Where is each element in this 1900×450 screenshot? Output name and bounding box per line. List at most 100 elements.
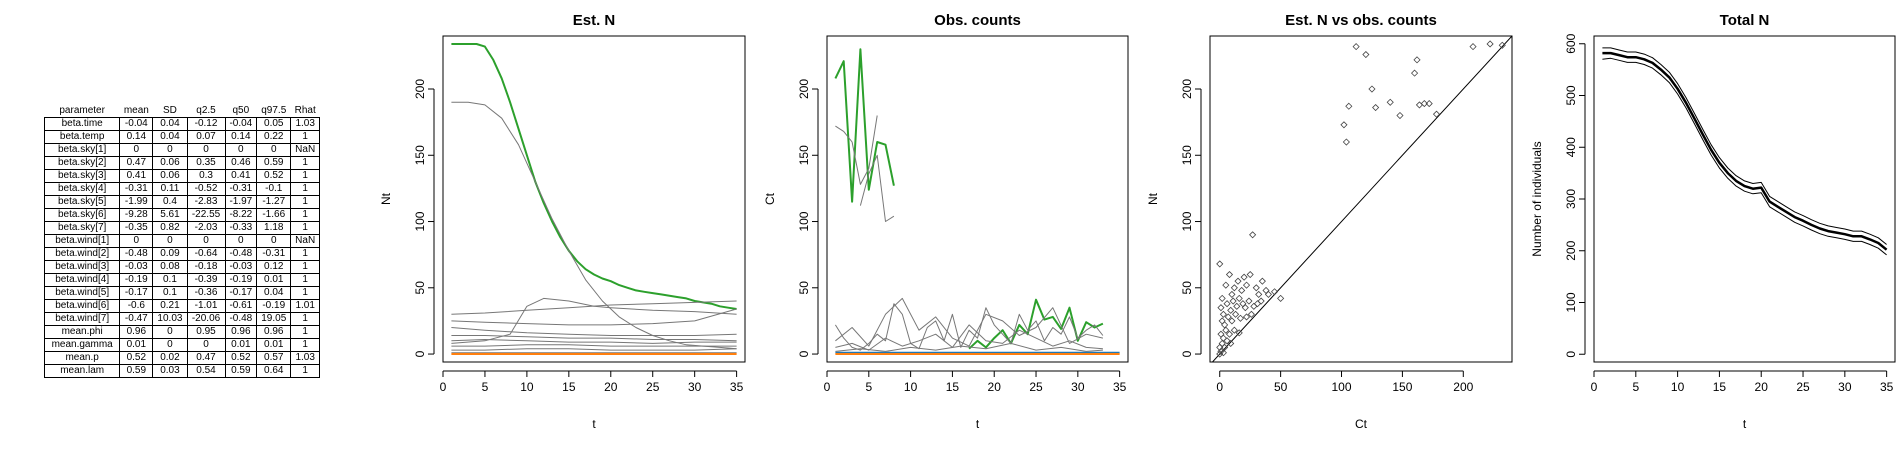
scatter-point (1262, 286, 1270, 295)
scatter-point (1277, 294, 1285, 302)
parameter-table-panel: parameter mean SD q2.5 q50 q97.5 Rhat beta.tim… (43, 104, 320, 378)
x-tick-label: 5 (865, 380, 872, 394)
scatter-point (1234, 277, 1242, 285)
parameter-summary-table: parameter mean SD q2.5 q50 q97.5 Rhat beta.tim… (43, 104, 320, 378)
scatter-point (1342, 138, 1350, 146)
series-line (835, 297, 1104, 347)
scatter-point (1241, 304, 1249, 312)
x-tick-label: 10 (520, 380, 534, 394)
x-tick-label: 15 (1713, 380, 1727, 394)
y-tick-label: 150 (797, 145, 811, 165)
chart-title: Est. N vs obs. counts (1285, 12, 1437, 29)
scatter-point (1250, 302, 1258, 310)
scatter-point (1235, 329, 1243, 337)
series-line (834, 303, 1104, 351)
scatter-point (1217, 304, 1225, 312)
value-cell: 0.03 (152, 364, 188, 378)
chart-panel: Est. N vs obs. counts 0 50 100 150 200 Ct 0 50 10… (1146, 12, 1513, 431)
series-line (451, 348, 737, 351)
table-row: beta.sky[7] -0.35 0.82 -2.03 -0.33 1.18 1 (43, 221, 320, 235)
column-header: mean (123, 104, 149, 116)
table-row: beta.wind[7] -0.47 10.03 -20.06 -0.48 19.05 1 (43, 312, 320, 326)
x-tick-label: 35 (730, 380, 744, 394)
table-row: beta.time -0.04 0.04 -0.12 -0.04 0.05 1.03 (43, 117, 320, 131)
plot-frame (1593, 35, 1896, 363)
series-line (1602, 47, 1887, 245)
series-line (451, 344, 737, 347)
scatter-point (1257, 297, 1265, 305)
scatter-point (1224, 313, 1232, 321)
x-tick-label: 20 (1755, 380, 1769, 394)
y-tick-label: 200 (1180, 79, 1194, 99)
series-line (451, 308, 737, 326)
plot-frame (826, 35, 1129, 363)
series-line (1602, 57, 1887, 256)
chart-title: Est. N (573, 12, 616, 29)
y-axis-label: Nt (1146, 192, 1160, 205)
reference-line (1211, 36, 1512, 362)
scatter-point (1232, 310, 1240, 318)
plot-data (451, 43, 737, 355)
scatter-point (1258, 277, 1266, 285)
value-cell: 0.64 (256, 364, 292, 378)
scatter-point (1222, 326, 1230, 334)
table-row: beta.wind[5] -0.17 0.1 -0.36 -0.17 0.04 1 (43, 286, 320, 300)
scatter-point (1240, 273, 1248, 281)
series-line (834, 48, 895, 203)
scatter-point (1264, 290, 1273, 298)
y-tick-label: 500 (1564, 85, 1578, 105)
table-row: beta.temp 0.14 0.04 0.07 0.14 0.22 1 (43, 130, 320, 144)
series-line (859, 154, 895, 222)
series-line (451, 335, 737, 342)
x-tick-label: 0 (1216, 380, 1223, 394)
table-row: mean.phi 0.96 0 0.95 0.96 0.96 1 (43, 325, 320, 339)
x-tick-label: 35 (1880, 380, 1894, 394)
value-cell: 0.04 (256, 286, 292, 300)
scatter-point (1425, 100, 1433, 108)
scatter-point (1222, 281, 1230, 289)
y-tick-label: 0 (1180, 350, 1194, 357)
table-row: beta.sky[6] -9.28 5.61 -22.55 -8.22 -1.66 1 (43, 208, 320, 222)
scatter-point (1345, 102, 1353, 110)
series-line (451, 43, 737, 310)
y-axis-label: Ct (763, 192, 777, 205)
scatter-point (1236, 314, 1245, 322)
scatter-point (1411, 69, 1419, 77)
y-tick-label: 400 (1564, 137, 1578, 157)
y-tick-label: 100 (413, 211, 427, 231)
scatter-point (1340, 121, 1348, 129)
scatter-point (1486, 40, 1494, 48)
chart-panel: Total N 0 5 10 15 20 25 30 35 t 0 100 200 300 400 500 60… (1530, 12, 1896, 431)
x-tick-label: 50 (1274, 380, 1288, 394)
scatter-point (1223, 300, 1231, 308)
scatter-point (1247, 310, 1255, 318)
y-axis-label: Number of individuals (1530, 141, 1544, 256)
y-tick-label: 600 (1564, 33, 1578, 53)
x-tick-label: 20 (604, 380, 618, 394)
scatter-point (1239, 300, 1247, 308)
series-line (835, 115, 878, 185)
scatter-point (1230, 326, 1238, 334)
column-header: SD (162, 104, 177, 116)
x-tick-label: 5 (1632, 380, 1639, 394)
y-tick-label: 150 (413, 145, 427, 165)
scatter-point (1230, 284, 1238, 292)
series-line (1602, 51, 1888, 251)
x-axis-label: Ct (1355, 417, 1368, 431)
x-axis-label: t (592, 417, 596, 431)
plot-data (834, 48, 1120, 355)
y-tick-label: 200 (797, 79, 811, 99)
value-cell: 1 (290, 364, 320, 378)
scatter-point (1225, 270, 1234, 279)
plot-frame (1209, 35, 1513, 363)
scatter-point (1245, 297, 1253, 305)
scatter-point (1219, 310, 1227, 318)
table-row: beta.wind[4] -0.19 0.1 -0.39 -0.19 0.01 1 (43, 273, 320, 287)
x-tick-label: 30 (1838, 380, 1852, 394)
x-tick-label: 100 (1332, 380, 1352, 394)
y-tick-label: 0 (797, 350, 811, 357)
chart-title: Total N (1720, 12, 1770, 29)
y-tick-label: 200 (413, 79, 427, 99)
scatter-point (1469, 43, 1477, 51)
